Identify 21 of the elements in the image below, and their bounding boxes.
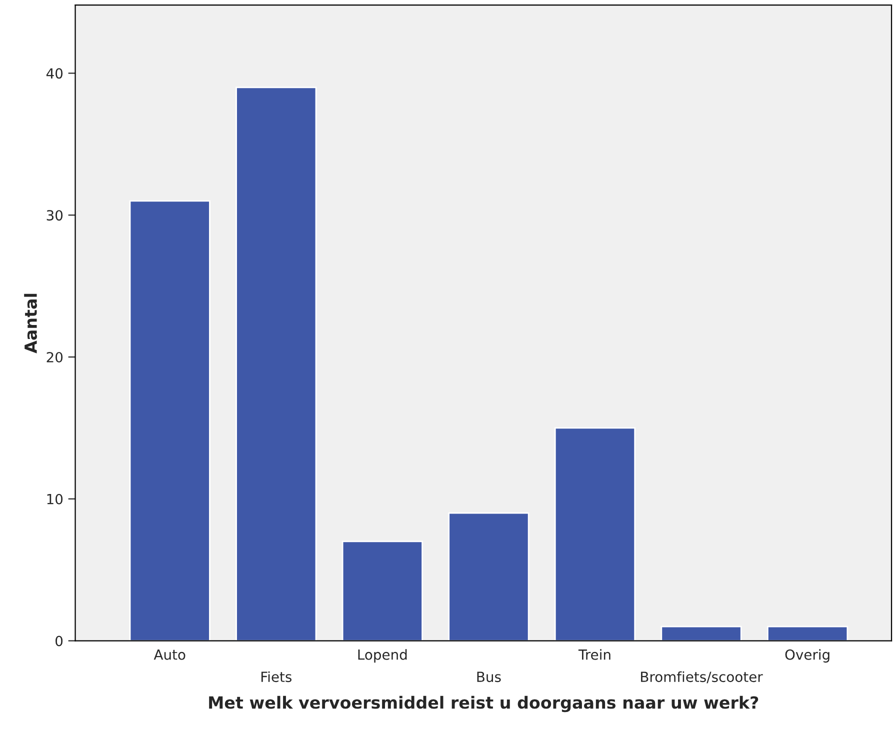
bar xyxy=(129,200,210,641)
x-tick-label: Fiets xyxy=(261,671,292,682)
bar xyxy=(342,540,423,641)
bar xyxy=(554,427,636,641)
bar xyxy=(767,626,848,641)
y-tick-label: 20 xyxy=(46,352,63,362)
x-tick-label: Lopend xyxy=(358,649,407,663)
x-axis-title: Met welk vervoersmiddel reist u doorgaans naar uw werk? xyxy=(209,696,758,712)
bar xyxy=(236,86,317,641)
x-tick-label: Overig xyxy=(785,649,830,663)
y-tick-label: 40 xyxy=(46,68,63,79)
y-axis-title: Aantal xyxy=(24,294,37,354)
x-tick-label: Auto xyxy=(154,650,186,660)
bar xyxy=(448,512,530,641)
y-tick-label: 10 xyxy=(47,494,63,504)
bar xyxy=(660,626,742,641)
y-tick-label: 30 xyxy=(46,210,63,221)
y-tick-label: 0 xyxy=(56,636,63,646)
x-tick-label: Bus xyxy=(477,672,501,682)
x-tick-label: Bromfiets/scooter xyxy=(641,671,763,684)
x-tick-label: Trein xyxy=(578,649,610,660)
